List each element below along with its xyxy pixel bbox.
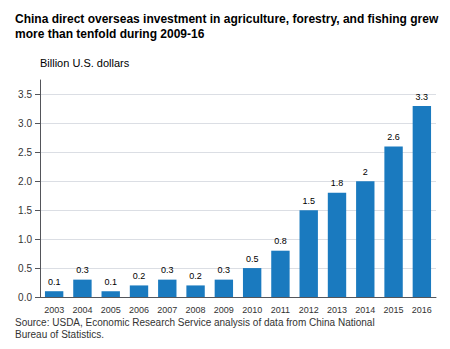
svg-text:Billion U.S. dollars: Billion U.S. dollars <box>40 57 130 69</box>
svg-text:1.5: 1.5 <box>18 205 32 216</box>
svg-text:2015: 2015 <box>384 305 404 315</box>
svg-text:2013: 2013 <box>327 305 347 315</box>
svg-text:0.0: 0.0 <box>18 292 32 303</box>
svg-text:3.3: 3.3 <box>416 92 429 102</box>
svg-text:0.2: 0.2 <box>133 271 146 281</box>
svg-text:0.5: 0.5 <box>246 254 259 264</box>
svg-text:China direct overseas investme: China direct overseas investment in agri… <box>15 12 442 26</box>
svg-text:2: 2 <box>363 167 368 177</box>
svg-text:Source: USDA, Economic Researc: Source: USDA, Economic Research Service … <box>15 317 377 328</box>
svg-text:2008: 2008 <box>186 305 206 315</box>
svg-text:0.8: 0.8 <box>274 236 287 246</box>
svg-text:0.3: 0.3 <box>161 265 174 275</box>
svg-text:3.0: 3.0 <box>18 118 32 129</box>
svg-text:3.5: 3.5 <box>18 89 32 100</box>
svg-text:2010: 2010 <box>242 305 262 315</box>
svg-text:2009: 2009 <box>214 305 234 315</box>
svg-text:0.1: 0.1 <box>104 277 117 287</box>
svg-text:1.8: 1.8 <box>331 178 344 188</box>
svg-text:2004: 2004 <box>72 305 92 315</box>
svg-text:1.0: 1.0 <box>18 234 32 245</box>
svg-text:2.0: 2.0 <box>18 176 32 187</box>
svg-text:0.5: 0.5 <box>18 263 32 274</box>
svg-text:2.6: 2.6 <box>387 132 400 142</box>
svg-text:2006: 2006 <box>129 305 149 315</box>
svg-text:2007: 2007 <box>157 305 177 315</box>
svg-text:2016: 2016 <box>412 305 432 315</box>
svg-text:2.5: 2.5 <box>18 147 32 158</box>
svg-text:2005: 2005 <box>101 305 121 315</box>
svg-text:2003: 2003 <box>44 305 64 315</box>
svg-text:2012: 2012 <box>299 305 319 315</box>
svg-text:1.5: 1.5 <box>302 196 315 206</box>
svg-text:0.3: 0.3 <box>218 265 231 275</box>
svg-text:0.2: 0.2 <box>189 271 202 281</box>
svg-text:0.3: 0.3 <box>76 265 89 275</box>
svg-text:more than tenfold during 2009-: more than tenfold during 2009-16 <box>15 27 205 41</box>
svg-text:Bureau of Statistics.: Bureau of Statistics. <box>15 329 104 340</box>
svg-text:2014: 2014 <box>355 305 375 315</box>
svg-text:0.1: 0.1 <box>48 277 61 287</box>
svg-text:2011: 2011 <box>271 305 290 315</box>
